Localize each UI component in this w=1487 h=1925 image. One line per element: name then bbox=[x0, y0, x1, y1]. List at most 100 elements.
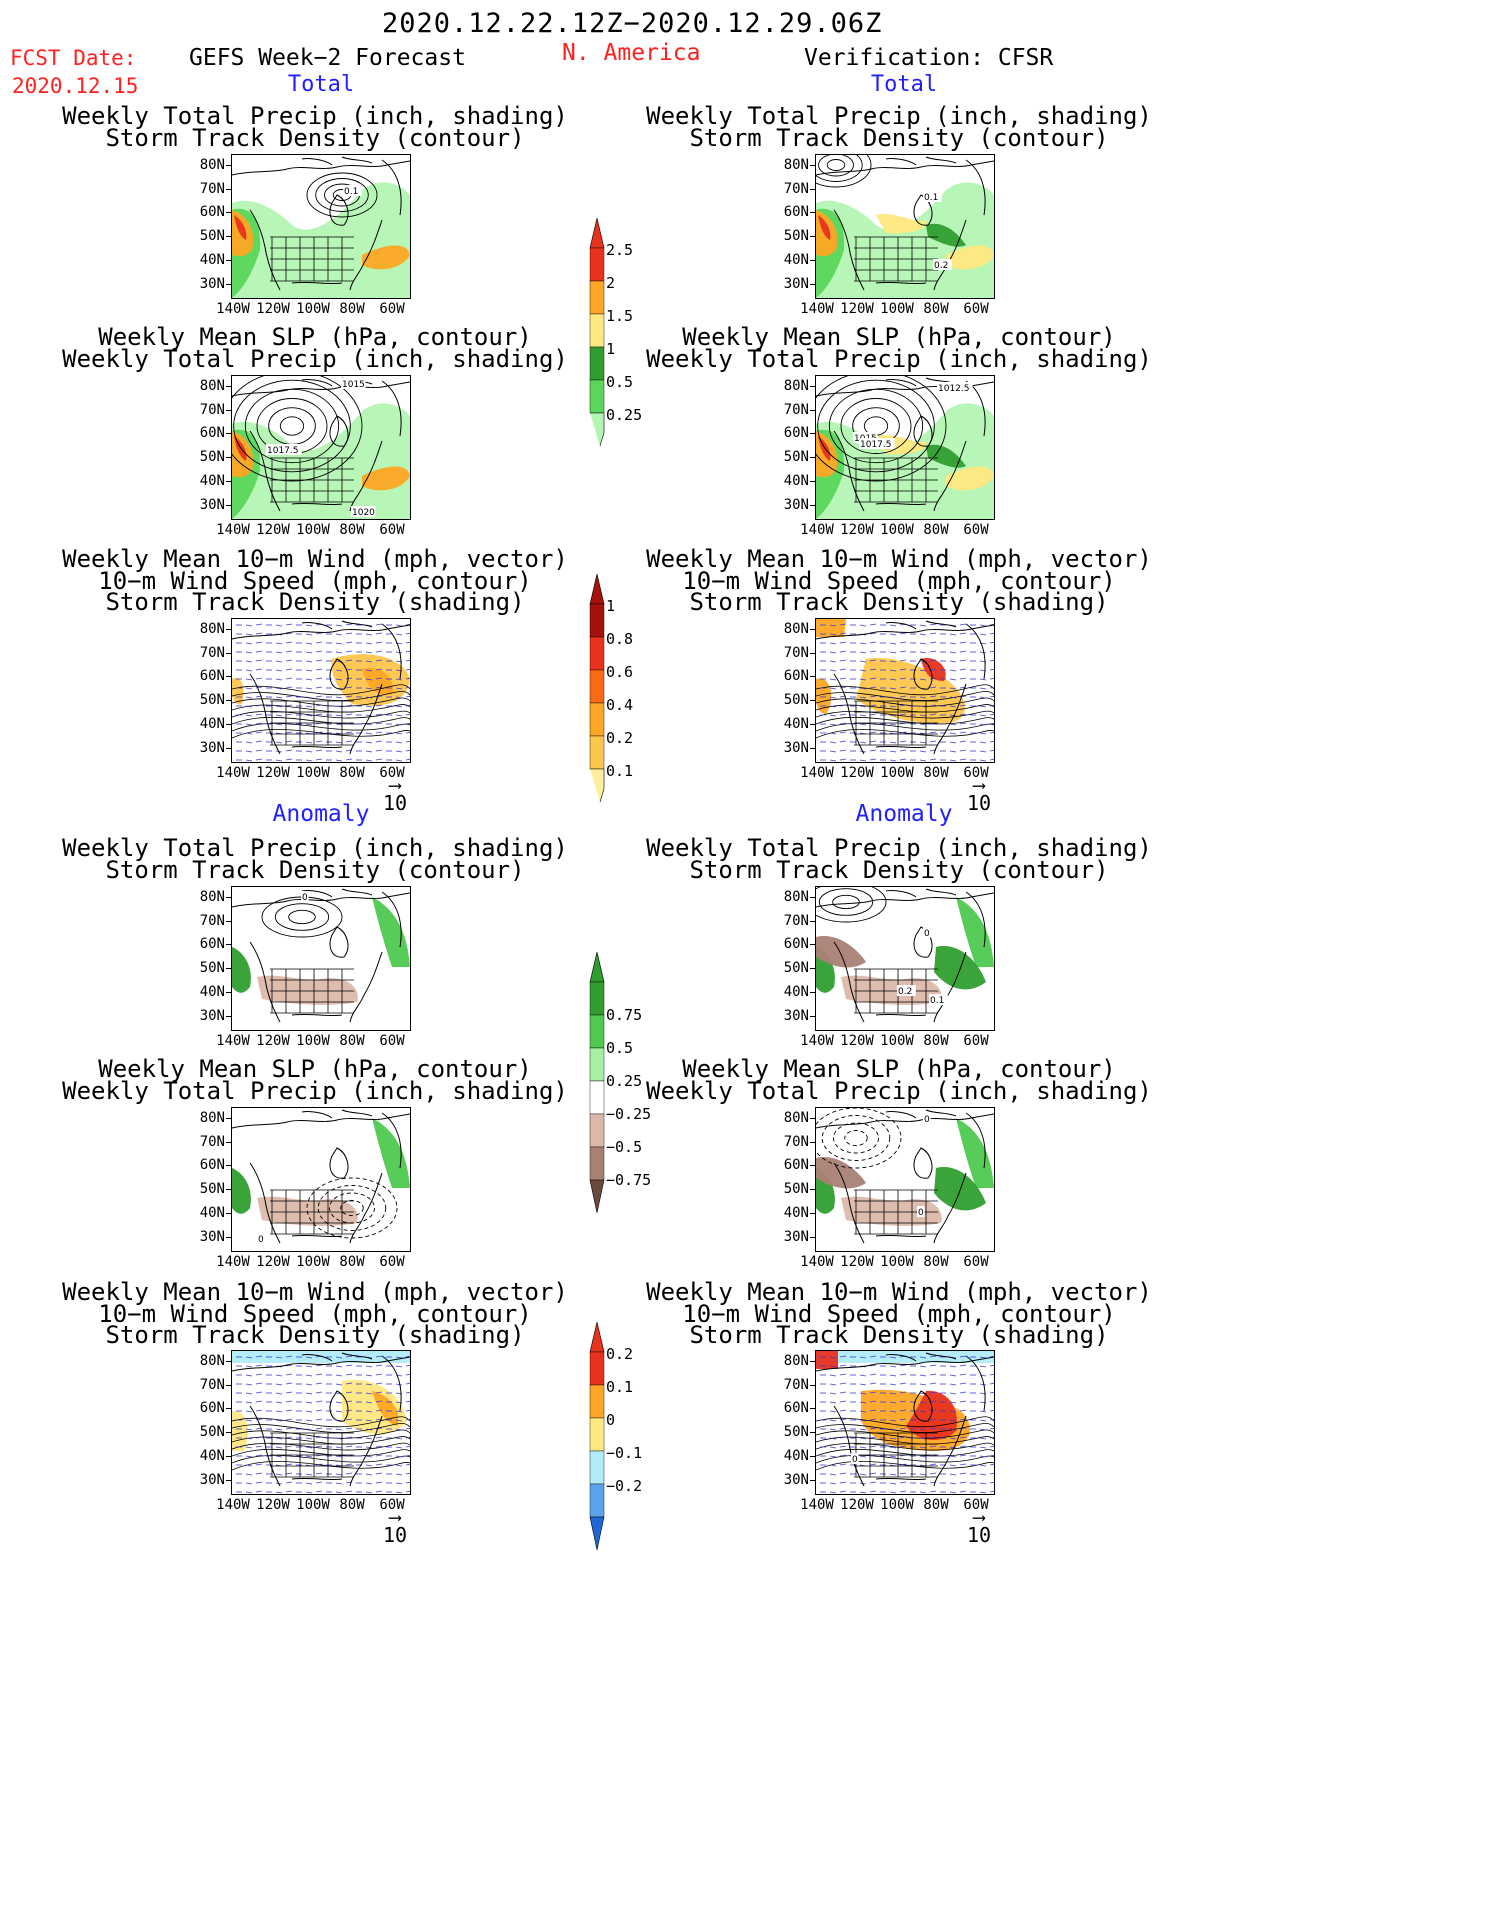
lat-tick-label: 50N bbox=[783, 1181, 809, 1197]
lat-tick-label: 30N bbox=[783, 740, 809, 756]
lat-tick-label: 70N bbox=[783, 1377, 809, 1393]
contour-label: 1017.5 bbox=[267, 446, 299, 456]
panel-title-line-2: Storm Track Density (contour) bbox=[689, 123, 1109, 152]
lat-tick-label: 70N bbox=[783, 402, 809, 418]
lon-tick-label: 60W bbox=[379, 1254, 405, 1270]
lat-tick-mark bbox=[226, 481, 231, 482]
state-borders bbox=[270, 700, 354, 746]
contour-label-bg bbox=[933, 259, 952, 270]
map-canvas bbox=[816, 619, 994, 762]
vector-reference-arrow-icon: ⟶ bbox=[973, 775, 985, 796]
colorbar-tick-label: 0.2 bbox=[606, 729, 634, 747]
colorbar-segment bbox=[589, 1483, 605, 1518]
precip-interior bbox=[876, 213, 927, 234]
vector-reference: ⟶ 10 bbox=[959, 1509, 999, 1548]
lat-tick-label: 40N bbox=[783, 473, 809, 489]
lat-tick-mark bbox=[810, 1118, 815, 1119]
lat-tick-mark bbox=[810, 897, 815, 898]
lat-tick-label: 40N bbox=[199, 1448, 225, 1464]
panel-title-line-3: Storm Track Density (shading) bbox=[105, 1321, 525, 1349]
lat-tick-label: 50N bbox=[783, 692, 809, 708]
lon-tick-label: 140W bbox=[216, 765, 250, 781]
lat-tick-mark bbox=[226, 724, 231, 725]
contour-label-bg bbox=[851, 1453, 859, 1464]
lat-tick-mark bbox=[810, 992, 815, 993]
storm-track-contours bbox=[306, 172, 378, 218]
basemap bbox=[232, 377, 410, 512]
lat-tick-mark bbox=[810, 700, 815, 701]
map-canvas: 00 bbox=[816, 1108, 994, 1244]
lat-tick-mark bbox=[226, 505, 231, 506]
map-ver-anom-precip_track: 0.2 0.1 0 bbox=[815, 886, 995, 1031]
lat-tick-label: 40N bbox=[199, 716, 225, 732]
colorbar-tick-label: −0.75 bbox=[606, 1171, 652, 1189]
colorbar-segment bbox=[589, 702, 605, 737]
lat-tick-label: 40N bbox=[783, 984, 809, 1000]
panel-title-line-1: Weekly Mean SLP (hPa, contour) bbox=[98, 1055, 532, 1083]
panel-title-line-3: Storm Track Density (shading) bbox=[689, 588, 1109, 616]
colorbar-precip_total bbox=[589, 218, 605, 447]
lat-tick-label: 50N bbox=[199, 1424, 225, 1440]
lat-tick-mark bbox=[810, 386, 815, 387]
lon-tick-label: 120W bbox=[256, 765, 290, 781]
basemap bbox=[816, 1352, 994, 1487]
colorbar-top-arrow bbox=[589, 1322, 605, 1353]
panel-title-line-1: Weekly Mean 10−m Wind (mph, vector) bbox=[62, 545, 568, 573]
lat-tick-label: 60N bbox=[783, 1157, 809, 1173]
lat-tick-label: 40N bbox=[199, 473, 225, 489]
lat-tick-mark bbox=[226, 1361, 231, 1362]
colorbar-segment bbox=[589, 313, 605, 348]
contour-label: 0 bbox=[258, 1235, 264, 1245]
basemap bbox=[232, 620, 410, 755]
lat-tick-label: 30N bbox=[783, 1008, 809, 1024]
colorbar-tick-label: −0.2 bbox=[606, 1477, 643, 1495]
vector-reference-value: 10 bbox=[966, 1523, 992, 1547]
track-density-band bbox=[856, 658, 965, 724]
precip-atlantic bbox=[946, 245, 994, 270]
contour-label-bg bbox=[937, 382, 973, 393]
lon-tick-label: 100W bbox=[880, 301, 914, 317]
lat-tick-mark bbox=[226, 1189, 231, 1190]
colorbar-tick-label: −0.5 bbox=[606, 1138, 643, 1156]
panel-title-line-1: Weekly Mean 10−m Wind (mph, vector) bbox=[62, 1278, 568, 1306]
colorbar-precip_anomaly bbox=[589, 952, 605, 1214]
panel-title-line-1: Weekly Mean SLP (hPa, contour) bbox=[682, 1055, 1116, 1083]
contour-label-bg bbox=[343, 185, 362, 196]
colorbar-tick-label: 0.25 bbox=[606, 406, 643, 424]
storm-track-anom-contours bbox=[816, 887, 887, 923]
contour-label-bg bbox=[923, 1113, 931, 1124]
lon-tick-label: 60W bbox=[963, 765, 989, 781]
lat-tick-mark bbox=[226, 189, 231, 190]
lon-tick-label: 80W bbox=[339, 1033, 365, 1049]
colorbar-tick-label: 1.5 bbox=[606, 307, 634, 325]
lat-tick-label: 70N bbox=[199, 913, 225, 929]
lat-tick-mark bbox=[226, 921, 231, 922]
lat-tick-mark bbox=[226, 386, 231, 387]
lat-tick-label: 70N bbox=[199, 402, 225, 418]
lat-tick-mark bbox=[810, 212, 815, 213]
lon-tick-label: 100W bbox=[296, 522, 330, 538]
precip-anom-neg bbox=[257, 975, 358, 1005]
map-fc-anom-slp_precip: 0 bbox=[231, 1107, 411, 1252]
lon-tick-label: 60W bbox=[379, 301, 405, 317]
lat-tick-label: 30N bbox=[199, 1008, 225, 1024]
lat-tick-label: 70N bbox=[199, 181, 225, 197]
precip-anom-pos bbox=[232, 947, 251, 993]
lat-tick-label: 80N bbox=[199, 1353, 225, 1369]
lon-tick-label: 60W bbox=[379, 1033, 405, 1049]
lat-tick-label: 50N bbox=[199, 960, 225, 976]
lat-tick-mark bbox=[810, 1408, 815, 1409]
colorbar-segment bbox=[589, 247, 605, 282]
lat-tick-mark bbox=[810, 457, 815, 458]
map-canvas: 0 bbox=[232, 888, 410, 1023]
lon-tick-label: 100W bbox=[296, 1033, 330, 1049]
colorbar-tick-label: 0.8 bbox=[606, 630, 634, 648]
state-borders bbox=[270, 1432, 354, 1478]
lon-tick-label: 120W bbox=[256, 301, 290, 317]
panel-title-line-2: Storm Track Density (contour) bbox=[689, 855, 1109, 884]
lat-tick-label: 30N bbox=[783, 1229, 809, 1245]
lat-tick-label: 30N bbox=[199, 497, 225, 513]
lon-tick-label: 80W bbox=[923, 522, 949, 538]
lat-tick-mark bbox=[810, 433, 815, 434]
precip-anom-pos-east bbox=[372, 1118, 410, 1188]
